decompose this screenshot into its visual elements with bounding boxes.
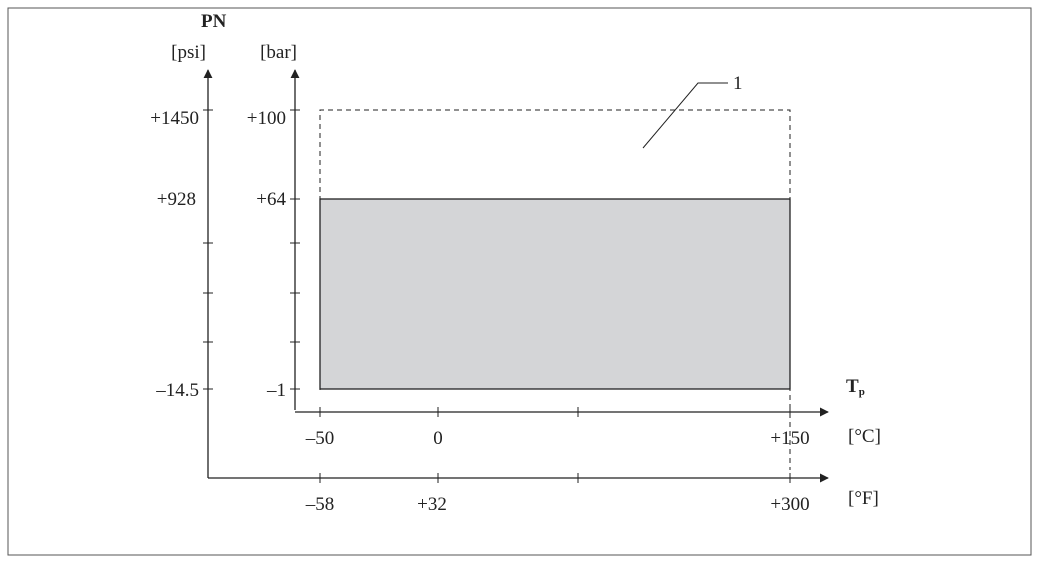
callout-number: 1 [733,73,743,94]
bar-tick-label-64: +64 [256,189,286,210]
celsius-tick-label-0: 0 [433,428,443,449]
figure-frame [7,7,1032,556]
fahrenheit-tick-label-32: +32 [417,494,447,515]
bar-tick-label-minus-1: –1 [266,380,286,401]
celsius-axis-ticks [319,407,791,417]
fahrenheit-unit-label: [°F] [848,488,879,509]
psi-unit-label: [psi] [171,42,206,63]
bar-axis-ticks [290,109,300,390]
fahrenheit-tick-label-minus-58: –58 [305,494,335,515]
fahrenheit-tick-label-300: +300 [770,494,809,515]
bar-tick-label-100: +100 [247,108,286,129]
celsius-unit-label: [°C] [848,426,881,447]
x-axis-title: Tp [846,376,865,398]
fahrenheit-axis-ticks [319,473,791,483]
psi-axis-ticks [203,109,213,390]
shaded-operating-region [319,198,791,390]
celsius-tick-label-150: +150 [770,428,809,449]
psi-tick-label-1450: +1450 [150,108,199,129]
callout-leader-line [642,82,728,149]
psi-tick-label-minus-14-5: –14.5 [155,380,199,401]
psi-tick-label-928: +928 [157,189,196,210]
celsius-tick-label-minus-50: –50 [305,428,335,449]
bar-unit-label: [bar] [260,42,297,63]
y-axis-title: PN [201,11,227,32]
